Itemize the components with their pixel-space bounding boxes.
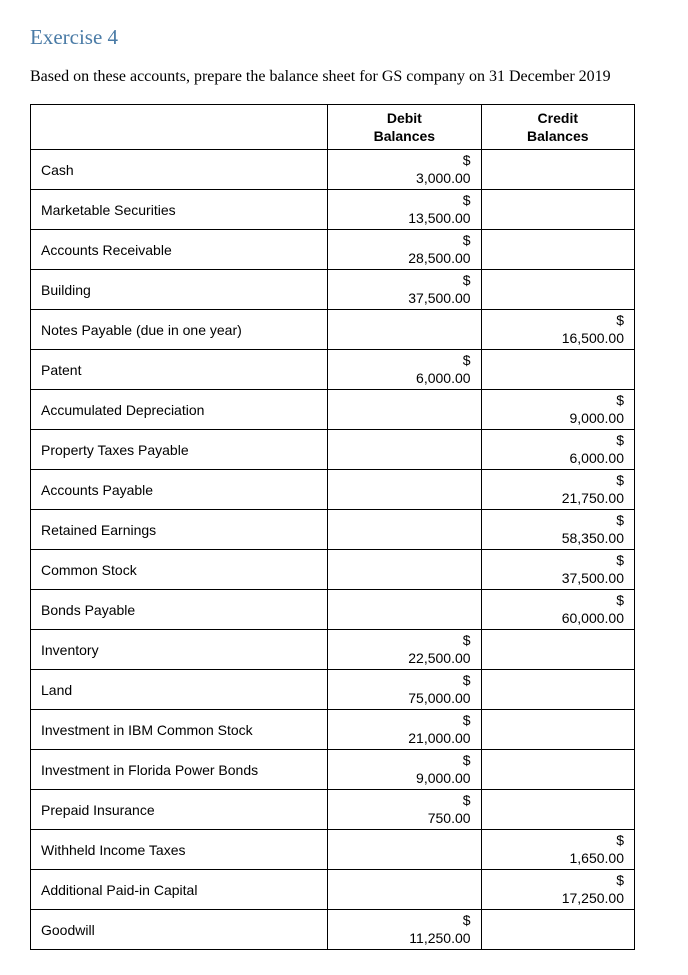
account-label: Property Taxes Payable bbox=[31, 430, 328, 470]
debit-cell bbox=[328, 870, 481, 910]
account-label: Prepaid Insurance bbox=[31, 790, 328, 830]
credit-cell: $6,000.00 bbox=[481, 430, 634, 470]
credit-cell bbox=[481, 350, 634, 390]
account-label: Accounts Receivable bbox=[31, 230, 328, 270]
account-label: Cash bbox=[31, 150, 328, 190]
table-row: Inventory$22,500.00 bbox=[31, 630, 635, 670]
debit-cell: $21,000.00 bbox=[328, 710, 481, 750]
account-label: Withheld Income Taxes bbox=[31, 830, 328, 870]
table-row: Investment in Florida Power Bonds$9,000.… bbox=[31, 750, 635, 790]
credit-cell bbox=[481, 710, 634, 750]
credit-cell: $1,650.00 bbox=[481, 830, 634, 870]
account-label: Marketable Securities bbox=[31, 190, 328, 230]
account-label: Building bbox=[31, 270, 328, 310]
account-label: Notes Payable (due in one year) bbox=[31, 310, 328, 350]
table-row: Property Taxes Payable $6,000.00 bbox=[31, 430, 635, 470]
table-row: Investment in IBM Common Stock$21,000.00 bbox=[31, 710, 635, 750]
credit-cell: $9,000.00 bbox=[481, 390, 634, 430]
table-row: Accounts Receivable$28,500.00 bbox=[31, 230, 635, 270]
credit-cell bbox=[481, 910, 634, 950]
account-label: Goodwill bbox=[31, 910, 328, 950]
instruction-text: Based on these accounts, prepare the bal… bbox=[30, 68, 658, 86]
table-row: Building$37,500.00 bbox=[31, 270, 635, 310]
account-label: Common Stock bbox=[31, 550, 328, 590]
debit-cell bbox=[328, 390, 481, 430]
table-row: Marketable Securities$13,500.00 bbox=[31, 190, 635, 230]
account-label: Additional Paid-in Capital bbox=[31, 870, 328, 910]
table-row: Accumulated Depreciation $9,000.00 bbox=[31, 390, 635, 430]
credit-cell: $16,500.00 bbox=[481, 310, 634, 350]
account-label: Accumulated Depreciation bbox=[31, 390, 328, 430]
table-row: Additional Paid-in Capital $17,250.00 bbox=[31, 870, 635, 910]
table-row: Accounts Payable $21,750.00 bbox=[31, 470, 635, 510]
credit-cell bbox=[481, 670, 634, 710]
debit-cell bbox=[328, 310, 481, 350]
account-label: Retained Earnings bbox=[31, 510, 328, 550]
credit-cell bbox=[481, 790, 634, 830]
account-label: Investment in IBM Common Stock bbox=[31, 710, 328, 750]
credit-cell: $37,500.00 bbox=[481, 550, 634, 590]
table-row: Notes Payable (due in one year) $16,500.0… bbox=[31, 310, 635, 350]
debit-cell bbox=[328, 830, 481, 870]
debit-cell: $9,000.00 bbox=[328, 750, 481, 790]
debit-cell bbox=[328, 470, 481, 510]
credit-cell bbox=[481, 750, 634, 790]
account-label: Land bbox=[31, 670, 328, 710]
debit-cell bbox=[328, 590, 481, 630]
debit-cell: $75,000.00 bbox=[328, 670, 481, 710]
debit-cell: $750.00 bbox=[328, 790, 481, 830]
account-label: Bonds Payable bbox=[31, 590, 328, 630]
table-row: Goodwill$11,250.00 bbox=[31, 910, 635, 950]
debit-cell: $37,500.00 bbox=[328, 270, 481, 310]
debit-cell: $28,500.00 bbox=[328, 230, 481, 270]
debit-cell: $3,000.00 bbox=[328, 150, 481, 190]
debit-cell: $13,500.00 bbox=[328, 190, 481, 230]
account-label: Accounts Payable bbox=[31, 470, 328, 510]
header-blank bbox=[31, 105, 328, 150]
table-row: Retained Earnings $58,350.00 bbox=[31, 510, 635, 550]
table-row: Patent$6,000.00 bbox=[31, 350, 635, 390]
credit-cell bbox=[481, 230, 634, 270]
table-row: Common Stock $37,500.00 bbox=[31, 550, 635, 590]
exercise-title: Exercise 4 bbox=[30, 25, 658, 50]
account-label: Inventory bbox=[31, 630, 328, 670]
credit-cell: $58,350.00 bbox=[481, 510, 634, 550]
table-row: Prepaid Insurance$750.00 bbox=[31, 790, 635, 830]
credit-cell: $21,750.00 bbox=[481, 470, 634, 510]
header-debit: Debit Balances bbox=[328, 105, 481, 150]
debit-cell: $6,000.00 bbox=[328, 350, 481, 390]
credit-cell: $17,250.00 bbox=[481, 870, 634, 910]
accounts-table: Debit Balances Credit Balances Cash$3,00… bbox=[30, 104, 635, 950]
credit-cell bbox=[481, 190, 634, 230]
credit-cell bbox=[481, 150, 634, 190]
header-credit: Credit Balances bbox=[481, 105, 634, 150]
debit-cell: $11,250.00 bbox=[328, 910, 481, 950]
debit-cell bbox=[328, 430, 481, 470]
credit-cell bbox=[481, 630, 634, 670]
table-row: Cash$3,000.00 bbox=[31, 150, 635, 190]
account-label: Investment in Florida Power Bonds bbox=[31, 750, 328, 790]
account-label: Patent bbox=[31, 350, 328, 390]
debit-cell bbox=[328, 550, 481, 590]
debit-cell bbox=[328, 510, 481, 550]
table-row: Bonds Payable $60,000.00 bbox=[31, 590, 635, 630]
table-header-row: Debit Balances Credit Balances bbox=[31, 105, 635, 150]
credit-cell bbox=[481, 270, 634, 310]
debit-cell: $22,500.00 bbox=[328, 630, 481, 670]
table-row: Land$75,000.00 bbox=[31, 670, 635, 710]
credit-cell: $60,000.00 bbox=[481, 590, 634, 630]
table-row: Withheld Income Taxes $1,650.00 bbox=[31, 830, 635, 870]
